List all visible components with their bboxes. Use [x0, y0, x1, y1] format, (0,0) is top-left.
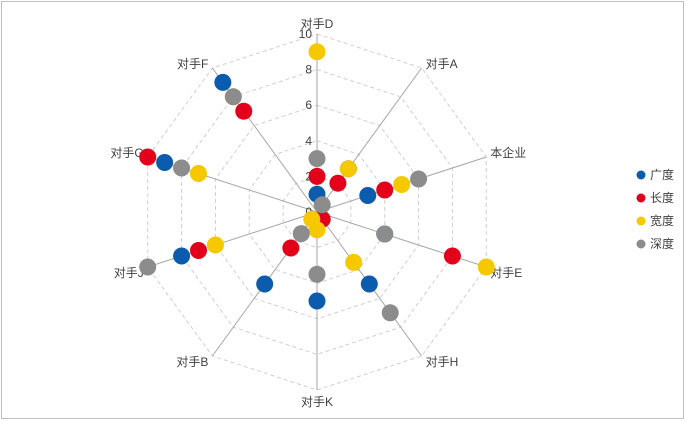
category-label: 对手B	[176, 355, 208, 369]
legend-label: 宽度	[650, 213, 674, 228]
data-point	[308, 265, 326, 283]
data-point	[206, 236, 224, 254]
data-point	[235, 102, 253, 120]
grid-ring	[282, 175, 352, 249]
data-point	[345, 253, 363, 271]
data-point	[156, 153, 174, 171]
legend-label: 深度	[650, 236, 674, 251]
data-point	[214, 73, 232, 91]
category-label: 对手H	[426, 355, 459, 369]
data-point	[393, 175, 411, 193]
category-label: 对手G	[110, 146, 143, 160]
data-point	[292, 225, 310, 243]
axis-spoke	[147, 211, 318, 268]
data-point	[339, 160, 357, 178]
data-point	[376, 225, 394, 243]
category-label: 对手J	[114, 266, 144, 280]
data-point	[282, 239, 300, 257]
data-points	[139, 43, 495, 322]
data-point	[313, 196, 331, 214]
category-label: 对手E	[490, 266, 522, 280]
category-label: 对手D	[301, 17, 334, 31]
category-label: 本企业	[490, 145, 526, 160]
axis-spoke	[211, 67, 318, 213]
tick-label: 4	[305, 134, 312, 148]
data-point	[360, 275, 378, 293]
data-point	[308, 150, 326, 168]
data-point	[376, 181, 394, 199]
data-point	[477, 258, 495, 276]
data-point	[443, 247, 461, 265]
grid-ring	[147, 33, 487, 391]
tick-label: 8	[305, 63, 312, 77]
data-point	[173, 159, 191, 177]
data-point	[308, 167, 326, 185]
data-point	[139, 148, 157, 166]
legend-marker	[636, 170, 646, 180]
tick-label: 10	[299, 27, 313, 41]
data-point	[189, 242, 207, 260]
legend-marker	[636, 239, 646, 249]
legend-marker	[636, 216, 646, 226]
category-label: 对手F	[177, 57, 208, 71]
data-point	[139, 258, 157, 276]
data-point	[329, 174, 347, 192]
category-label: 对手K	[301, 395, 333, 409]
data-point	[410, 170, 428, 188]
data-point	[256, 275, 274, 293]
legend-label: 广度	[650, 167, 674, 182]
data-point	[173, 247, 191, 265]
data-point	[308, 43, 326, 61]
category-label: 对手A	[426, 57, 458, 71]
axis-spoke	[147, 156, 318, 213]
legend-marker	[636, 193, 646, 203]
data-point	[224, 88, 242, 106]
data-point	[308, 292, 326, 310]
data-point	[381, 304, 399, 322]
data-point	[359, 186, 377, 204]
legend-label: 长度	[650, 190, 674, 205]
axis-spoke	[316, 211, 487, 268]
data-point	[303, 210, 321, 228]
data-point	[189, 164, 207, 182]
tick-label: 6	[305, 98, 312, 112]
